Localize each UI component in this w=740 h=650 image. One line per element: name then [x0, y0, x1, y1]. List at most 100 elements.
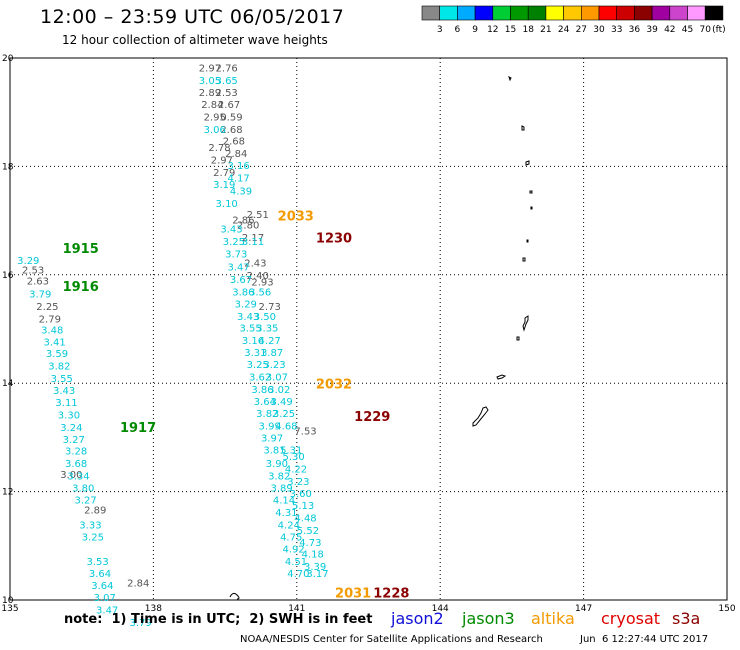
swh-label: 2.84 — [225, 149, 247, 160]
swh-label: 2.51 — [247, 210, 269, 221]
swh-label: 3.25 — [223, 237, 245, 248]
colorbar-swatch — [545, 5, 564, 21]
time-label: 1228 — [373, 586, 409, 601]
colorbar-label: 3 — [437, 25, 443, 35]
colorbar-label: 18 — [522, 25, 534, 35]
swh-label: 3.80 — [72, 484, 94, 495]
x-tick-label: 150 — [718, 604, 735, 614]
swh-label: 4.22 — [285, 465, 307, 476]
island — [526, 239, 529, 243]
swh-label: 3.29 — [235, 299, 257, 310]
swh-label: 3.47 — [227, 262, 249, 273]
credit-text: NOAA/NESDIS Center for Satellite Applica… — [240, 634, 543, 645]
colorbar-label: 70 — [699, 25, 711, 35]
colorbar-swatch — [492, 5, 511, 21]
swh-label: 3.82 — [256, 409, 278, 420]
colorbar-label: 33 — [611, 25, 622, 35]
swh-label: 3.30 — [58, 410, 80, 421]
note-text: note: 1) Time is in UTC; 2) SWH is in fe… — [64, 612, 373, 627]
swh-label: 3.55 — [51, 374, 73, 385]
swh-label: 3.00 — [60, 470, 82, 481]
x-tick-label: 135 — [1, 604, 18, 614]
y-tick-label: 18 — [2, 162, 14, 172]
swh-label: 2.78 — [208, 143, 230, 154]
swh-label: 3.07 — [266, 372, 288, 383]
swh-label: 3.27 — [63, 435, 85, 446]
swh-label: 2.76 — [216, 64, 238, 75]
legend-jason2: jason2 — [391, 609, 444, 628]
colorbar-swatch — [651, 5, 671, 21]
colorbar-swatch — [439, 5, 458, 21]
swh-label: 4.17 — [227, 174, 249, 185]
swh-label: 3.86 — [232, 287, 254, 298]
swh-label: 2.97 — [199, 64, 221, 75]
swh-label: 4.39 — [230, 187, 252, 198]
time-label: 2031 — [335, 586, 371, 601]
island — [522, 257, 526, 262]
axis-labels: 135 138 141 144 147 150 10 12 14 16 18 20 — [1, 54, 735, 614]
swh-label: 2.89 — [199, 88, 221, 99]
swh-label: 3.07 — [94, 593, 116, 604]
time-label: 2033 — [278, 210, 314, 225]
x-tick-label: 141 — [288, 604, 305, 614]
colorbar-label: 39 — [646, 25, 658, 35]
swh-label: 2.84 — [127, 578, 149, 589]
swh-label: 2.80 — [237, 221, 259, 232]
colorbar-label: 21 — [540, 25, 551, 35]
swh-label: 3.41 — [43, 337, 65, 348]
swh-label: 2.67 — [218, 100, 240, 111]
swh-label: 4.73 — [299, 538, 321, 549]
island — [472, 406, 489, 427]
swh-label: 3.87 — [261, 348, 283, 359]
swh-label: 3.53 — [86, 557, 108, 568]
colorbar-label: 6 — [455, 25, 461, 35]
island — [525, 160, 530, 166]
y-tick-label: 20 — [2, 54, 14, 64]
swh-label: 3.79 — [29, 290, 51, 301]
swh-label: 4.70 — [287, 569, 309, 580]
swh-label: 3.60 — [290, 489, 312, 500]
swh-label: 3.25 — [273, 409, 295, 420]
swh-label: 2.73 — [259, 302, 281, 313]
swh-label: 4.27 — [259, 336, 281, 347]
swh-label: 2.25 — [36, 302, 58, 313]
swh-label: 3.25 — [247, 360, 269, 371]
colorbar-unit: (ft) — [712, 25, 726, 35]
island — [522, 315, 529, 332]
time-label: 1917 — [120, 421, 156, 436]
island — [530, 206, 533, 210]
swh-label: 3.06 — [204, 125, 226, 136]
map-grid — [9, 57, 728, 601]
swh-label: 3.19 — [213, 180, 235, 191]
y-tick-label: 14 — [2, 379, 14, 389]
generated-timestamp: Jun 6 12:27:44 UTC 2017 — [580, 634, 709, 645]
swh-label: 2.68 — [220, 125, 242, 136]
swh-label: 2.79 — [213, 168, 235, 179]
swh-label: 3.89 — [271, 484, 293, 495]
swh-label: 3.43 — [237, 312, 259, 323]
swh-label: 3.82 — [48, 362, 70, 373]
swh-label: 3.81 — [263, 446, 285, 457]
swh-label: 4.18 — [302, 550, 324, 561]
colorbar-label: 27 — [576, 25, 587, 35]
colorbar-swatch — [563, 5, 582, 21]
colorbar: 3 6 9 12 15 18 21 24 27 30 33 36 39 42 45 70 (ft) — [421, 5, 726, 35]
swh-label: 3.25 — [82, 532, 104, 543]
swh-label: 3.43 — [220, 225, 242, 236]
swh-label: 7.53 — [294, 427, 316, 438]
legend-altika: altika — [531, 609, 575, 628]
colorbar-swatch — [527, 5, 547, 21]
swh-label: 2.43 — [244, 259, 266, 270]
swh-label: 2.93 — [251, 278, 273, 289]
colorbar-swatch — [580, 5, 600, 21]
island — [529, 190, 533, 194]
colorbar-label: 30 — [593, 25, 605, 35]
swh-label: 3.82 — [268, 472, 290, 483]
time-label: 1916 — [63, 280, 99, 295]
swh-label: 3.05 — [199, 76, 221, 87]
colorbar-label: 36 — [629, 25, 641, 35]
swh-label: 3.17 — [306, 569, 328, 580]
swh-label: 3.68 — [65, 459, 87, 470]
colorbar-swatch — [687, 5, 706, 21]
